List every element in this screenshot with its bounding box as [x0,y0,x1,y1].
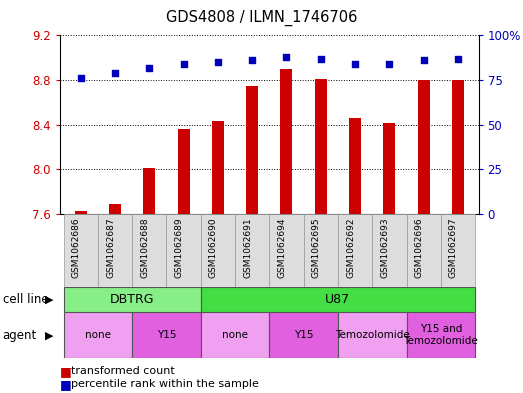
Text: agent: agent [3,329,37,342]
Bar [98,214,132,287]
Text: ■: ■ [60,365,76,378]
Point [76,75,85,81]
Text: ■: ■ [60,378,76,391]
Text: GSM1062697: GSM1062697 [449,218,458,279]
Text: GSM1062696: GSM1062696 [415,218,424,279]
Text: ▶: ▶ [46,295,54,305]
Text: GSM1062691: GSM1062691 [243,218,252,279]
Text: ▶: ▶ [46,330,54,340]
Bar [304,214,338,287]
Bar [406,312,475,358]
Bar [269,312,338,358]
Bar [338,214,372,287]
Bar [143,168,155,214]
Bar [64,214,98,287]
Text: GSM1062686: GSM1062686 [72,218,81,279]
Bar [441,214,475,287]
Bar [64,287,201,312]
Bar [201,312,269,358]
Bar [338,312,406,358]
Bar [315,79,327,214]
Point [454,55,462,62]
Text: GSM1062695: GSM1062695 [312,218,321,279]
Point [316,55,325,62]
Text: none: none [222,330,248,340]
Text: GSM1062690: GSM1062690 [209,218,218,279]
Point [351,61,359,67]
Bar [280,69,292,214]
Bar [212,121,224,214]
Bar [452,80,464,214]
Bar [406,214,441,287]
Bar [132,214,166,287]
Bar [201,287,475,312]
Point [179,61,188,67]
Text: Y15: Y15 [294,330,313,340]
Text: transformed count: transformed count [71,366,174,376]
Bar [178,129,190,214]
Text: GSM1062687: GSM1062687 [106,218,115,279]
Text: Temozolomide: Temozolomide [335,330,410,340]
Bar [383,123,395,214]
Bar [418,80,430,214]
Bar [235,214,269,287]
Text: cell line: cell line [3,293,48,307]
Text: GSM1062692: GSM1062692 [346,218,355,278]
Bar [132,312,201,358]
Point [145,64,153,71]
Text: U87: U87 [325,293,350,306]
Bar [246,86,258,214]
Text: GSM1062694: GSM1062694 [278,218,287,278]
Bar [109,204,121,214]
Bar [372,214,406,287]
Point [248,57,256,64]
Text: none: none [85,330,111,340]
Text: GSM1062688: GSM1062688 [140,218,149,279]
Point [111,70,119,76]
Bar [269,214,304,287]
Point [385,61,394,67]
Text: GSM1062693: GSM1062693 [380,218,390,279]
Text: Y15 and
Temozolomide: Y15 and Temozolomide [403,324,478,346]
Text: Y15: Y15 [157,330,176,340]
Point [419,57,428,64]
Bar [75,211,87,214]
Text: percentile rank within the sample: percentile rank within the sample [71,379,258,389]
Text: GDS4808 / ILMN_1746706: GDS4808 / ILMN_1746706 [166,10,357,26]
Bar [64,312,132,358]
Point [214,59,222,65]
Bar [201,214,235,287]
Bar [166,214,201,287]
Text: GSM1062689: GSM1062689 [175,218,184,279]
Bar [349,118,361,214]
Text: DBTRG: DBTRG [110,293,154,306]
Point [282,54,291,60]
